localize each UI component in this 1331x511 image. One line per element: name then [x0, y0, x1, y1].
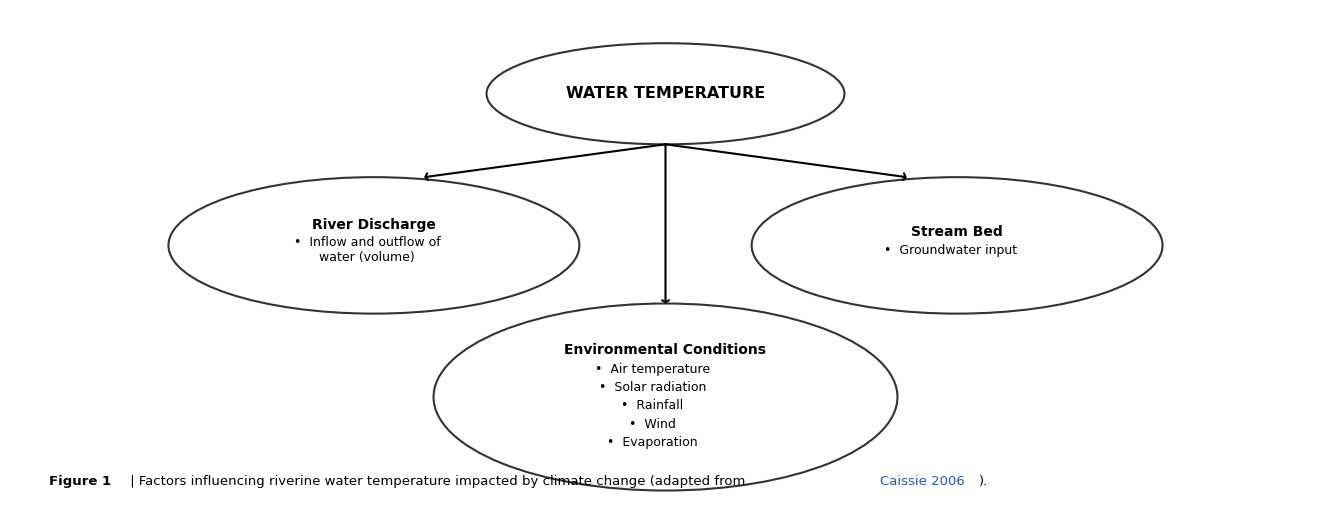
Text: •  Inflow and outflow of
water (volume): • Inflow and outflow of water (volume)	[294, 236, 441, 264]
Text: WATER TEMPERATURE: WATER TEMPERATURE	[566, 86, 765, 101]
Text: •  Wind: • Wind	[628, 417, 676, 431]
Ellipse shape	[434, 304, 897, 491]
Text: | Factors influencing riverine water temperature impacted by climate change (ada: | Factors influencing riverine water tem…	[126, 475, 749, 488]
Text: Environmental Conditions: Environmental Conditions	[564, 343, 767, 357]
Text: River Discharge: River Discharge	[311, 218, 435, 231]
Ellipse shape	[169, 177, 579, 314]
Text: Figure 1: Figure 1	[49, 475, 112, 488]
Text: Stream Bed: Stream Bed	[912, 225, 1004, 239]
Text: •  Air temperature: • Air temperature	[595, 363, 709, 376]
Text: •  Solar radiation: • Solar radiation	[599, 381, 705, 394]
Text: ).: ).	[980, 475, 989, 488]
Text: •  Rainfall: • Rainfall	[622, 400, 683, 412]
Text: •  Evaporation: • Evaporation	[607, 436, 697, 449]
Ellipse shape	[752, 177, 1162, 314]
Text: Caissie 2006: Caissie 2006	[881, 475, 965, 488]
Ellipse shape	[487, 43, 844, 144]
Text: •  Groundwater input: • Groundwater input	[884, 244, 1017, 257]
